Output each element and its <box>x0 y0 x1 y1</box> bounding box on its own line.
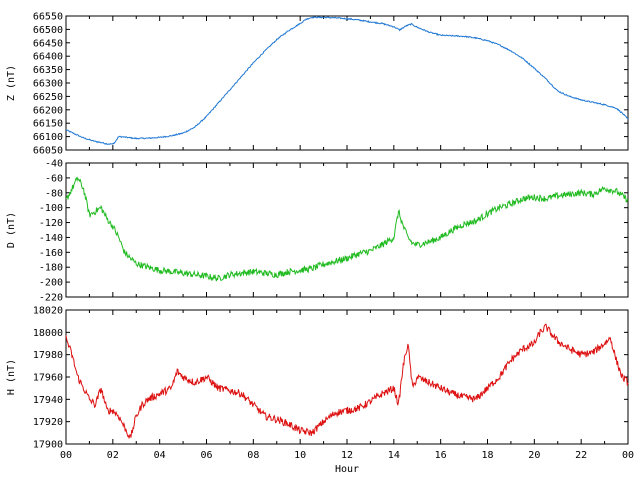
series-line-1 <box>65 15 629 146</box>
y-tick-label: 66550 <box>33 12 63 23</box>
y-tick-label: -60 <box>45 173 63 184</box>
y-axis-label: H (nT) <box>6 359 17 395</box>
y-tick-label: 18020 <box>33 306 63 317</box>
y-tick-label: 66050 <box>33 146 63 157</box>
x-tick-label: 06 <box>200 450 212 461</box>
y-tick-label: -160 <box>39 248 63 259</box>
x-tick-label: 10 <box>294 450 306 461</box>
x-tick-label: 16 <box>435 450 447 461</box>
x-tick-label: 20 <box>528 450 540 461</box>
y-tick-label: 66500 <box>33 25 63 36</box>
x-axis-label: Hour <box>335 464 359 475</box>
x-tick-label: 02 <box>107 450 119 461</box>
y-tick-label: 18000 <box>33 328 63 339</box>
x-tick-label: 14 <box>388 450 400 461</box>
y-tick-label: 66350 <box>33 65 63 76</box>
y-tick-label: 17920 <box>33 417 63 428</box>
y-tick-label: 66200 <box>33 105 63 116</box>
x-tick-label: 18 <box>481 450 493 461</box>
x-tick-label: 08 <box>247 450 259 461</box>
y-tick-label: 66250 <box>33 92 63 103</box>
plot-frame <box>65 15 629 151</box>
y-tick-label: 17980 <box>33 350 63 361</box>
y-tick-label: -100 <box>39 203 63 214</box>
x-tick-label: 00 <box>60 450 72 461</box>
y-tick-label: -200 <box>39 278 63 289</box>
chart-panel-1: 66050 66100 66150 66200 66250 66300 66350 66400… <box>6 12 629 157</box>
y-tick-label: -140 <box>39 233 63 244</box>
y-tick-label: -80 <box>45 188 63 199</box>
y-tick-label: -180 <box>39 263 63 274</box>
y-tick-label: 66100 <box>33 132 63 143</box>
y-tick-label: 17960 <box>33 373 63 384</box>
y-axis-label: D (nT) <box>6 212 17 248</box>
x-tick-label: 12 <box>341 450 353 461</box>
y-tick-label: 66150 <box>33 119 63 130</box>
y-tick-label: 66400 <box>33 52 63 63</box>
series-line-1 <box>65 176 629 282</box>
series-line-1 <box>65 323 629 439</box>
y-tick-label: -220 <box>39 293 63 304</box>
plot-frame <box>65 162 629 298</box>
y-tick-label: -40 <box>45 159 63 170</box>
y-tick-label: 17900 <box>33 440 63 451</box>
y-tick-label: 17940 <box>33 395 63 406</box>
y-axis-label: Z (nT) <box>6 65 17 101</box>
y-tick-label: -120 <box>39 218 63 229</box>
y-tick-label: 66450 <box>33 38 63 49</box>
x-tick-label: 00 <box>622 450 634 461</box>
x-tick-label: 22 <box>575 450 587 461</box>
y-tick-label: 66300 <box>33 79 63 90</box>
chart-panel-2: -220 -200 -180 -160 -140 -120 -100 -80 -60 -40 D (… <box>6 159 629 304</box>
x-tick-label: 04 <box>154 450 166 461</box>
